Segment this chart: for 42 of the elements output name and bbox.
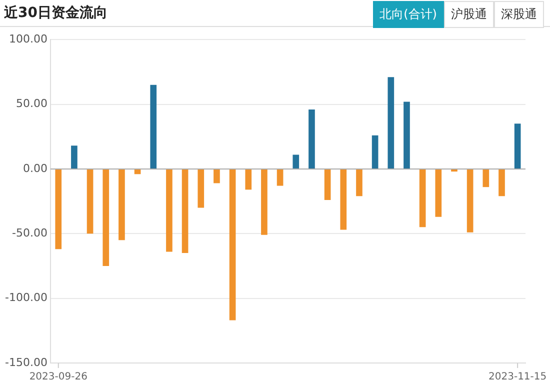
bar [245,169,252,190]
y-tick-label: 100.00 [8,32,48,46]
bar [419,169,426,228]
bar [229,169,236,320]
x-tick-label: 2023-11-15 [488,372,547,383]
bar [404,102,410,168]
bar [514,124,521,168]
bar [71,146,78,168]
bar [102,169,110,266]
bar [150,84,157,168]
bar [118,169,125,240]
y-tick-label: 50.00 [16,97,48,110]
bar [356,169,362,196]
bar [134,169,141,174]
y-tick-label: -100.00 [4,291,48,304]
bar [435,169,442,217]
bar [388,77,394,168]
bar [261,169,268,235]
text: 深股通 [494,1,544,28]
x-tick-label: 2023-09-26 [29,372,88,383]
bar [292,154,300,168]
bar [466,169,474,232]
y-tick-label: -50.00 [12,226,48,240]
bar [276,169,284,186]
bar [308,109,315,168]
bar [182,169,188,254]
bar [498,169,505,196]
y-tick-label: 0.00 [22,162,48,175]
text: 北向(合计) [372,1,444,28]
text: 沪股通 [444,1,494,28]
bar [451,169,458,172]
bar [372,135,378,168]
bar [340,169,347,230]
bar [55,169,62,250]
bar [214,169,220,184]
chart-title: 近30日资金流向 [4,4,108,22]
bar [324,169,331,200]
bar [166,169,172,252]
bar [482,169,490,188]
bar [198,169,204,208]
y-tick-label: -150.00 [4,356,48,369]
bar [86,169,94,234]
